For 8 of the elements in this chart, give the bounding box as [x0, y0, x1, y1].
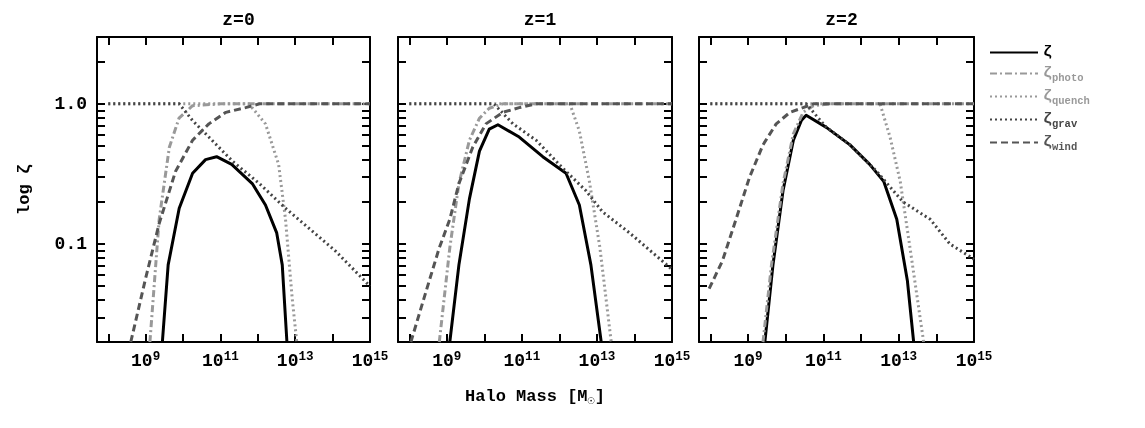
chart-title: z=0: [222, 10, 255, 30]
y-tick-label: 0.1: [54, 234, 88, 255]
chart-title: z=2: [825, 10, 858, 30]
y-tick-label: 1.0: [54, 93, 87, 114]
legend-label: ζ: [1043, 44, 1053, 61]
chart-title: z=1: [523, 10, 557, 30]
x-axis-title: Halo Mass [M☉]: [465, 387, 605, 408]
y-axis-title: log ζ: [15, 163, 34, 216]
